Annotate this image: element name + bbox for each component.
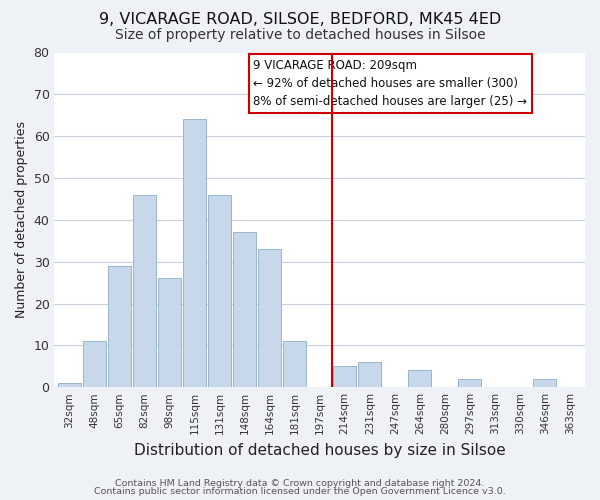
Bar	[409, 370, 431, 387]
Bar	[333, 366, 356, 387]
Text: 9, VICARAGE ROAD, SILSOE, BEDFORD, MK45 4ED: 9, VICARAGE ROAD, SILSOE, BEDFORD, MK45 …	[99, 12, 501, 28]
Text: 9 VICARAGE ROAD: 209sqm
← 92% of detached houses are smaller (300)
8% of semi-de: 9 VICARAGE ROAD: 209sqm ← 92% of detache…	[253, 59, 527, 108]
Bar	[533, 379, 556, 387]
Text: Size of property relative to detached houses in Silsoe: Size of property relative to detached ho…	[115, 28, 485, 42]
Bar	[458, 379, 481, 387]
Bar	[233, 232, 256, 387]
Bar	[183, 120, 206, 387]
Text: Contains HM Land Registry data © Crown copyright and database right 2024.: Contains HM Land Registry data © Crown c…	[115, 478, 485, 488]
Bar	[133, 194, 156, 387]
Bar	[58, 383, 81, 387]
Bar	[83, 341, 106, 387]
Text: Contains public sector information licensed under the Open Government Licence v3: Contains public sector information licen…	[94, 487, 506, 496]
Bar	[158, 278, 181, 387]
Bar	[283, 341, 306, 387]
Y-axis label: Number of detached properties: Number of detached properties	[15, 122, 28, 318]
Bar	[208, 194, 231, 387]
Bar	[358, 362, 381, 387]
Bar	[258, 249, 281, 387]
X-axis label: Distribution of detached houses by size in Silsoe: Distribution of detached houses by size …	[134, 442, 506, 458]
Bar	[108, 266, 131, 387]
